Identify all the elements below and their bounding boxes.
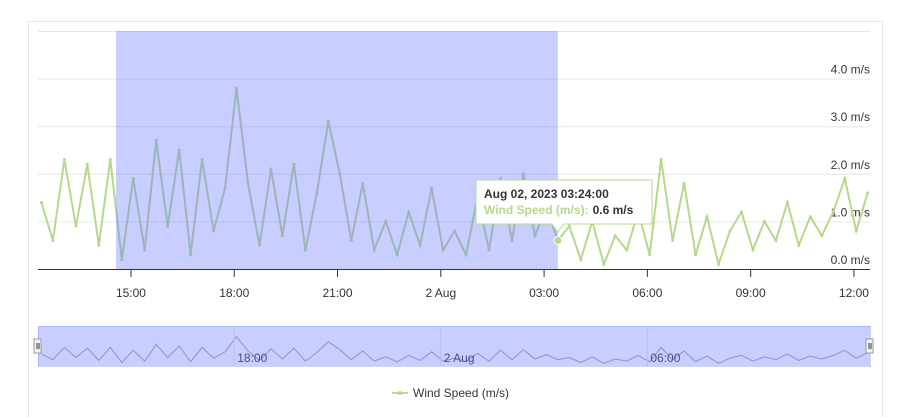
point [143, 248, 147, 252]
navigator-tick-label: 2 Aug [444, 351, 475, 365]
point [751, 248, 755, 252]
point [682, 181, 686, 185]
point [430, 186, 434, 190]
point [257, 243, 261, 247]
point [212, 229, 216, 233]
point [498, 177, 502, 181]
point [223, 186, 227, 190]
point [602, 262, 606, 266]
point [407, 210, 411, 214]
point [659, 158, 663, 162]
point [269, 167, 273, 171]
point [648, 253, 652, 257]
point [349, 238, 353, 242]
point [51, 238, 55, 242]
card [28, 21, 883, 417]
point [694, 253, 698, 257]
point [200, 158, 204, 162]
x-tick-label: 09:00 [736, 286, 766, 300]
point [717, 262, 721, 266]
legend-marker [398, 391, 402, 395]
point [785, 200, 789, 204]
point [120, 257, 124, 261]
point [166, 224, 170, 228]
point [280, 234, 284, 238]
point [521, 172, 525, 176]
point [567, 224, 571, 228]
point [39, 200, 43, 204]
y-tick-label: 4.0 m/s [831, 63, 870, 77]
point [338, 172, 342, 176]
point [395, 253, 399, 257]
tooltip-value: 0.6 m/s [593, 203, 634, 217]
point [854, 229, 858, 233]
point [728, 229, 732, 233]
point [154, 138, 158, 142]
point [739, 210, 743, 214]
point [613, 234, 617, 238]
point [108, 158, 112, 162]
x-tick-label: 03:00 [529, 286, 559, 300]
point [246, 181, 250, 185]
point [774, 238, 778, 242]
point [820, 234, 824, 238]
y-tick-label: 3.0 m/s [831, 110, 870, 124]
point [418, 243, 422, 247]
y-tick-label: 0.0 m/s [831, 253, 870, 267]
point [372, 248, 376, 252]
point [866, 191, 870, 195]
point [441, 248, 445, 252]
navigator-tick-label: 06:00 [650, 351, 680, 365]
point [843, 177, 847, 181]
x-tick-label: 21:00 [323, 286, 353, 300]
point [579, 257, 583, 261]
point [510, 238, 514, 242]
x-tick-label: 18:00 [219, 286, 249, 300]
x-tick-label: 12:00 [839, 286, 869, 300]
point [487, 248, 491, 252]
point [235, 86, 239, 90]
tooltip-box [475, 179, 653, 233]
point [671, 238, 675, 242]
point [464, 253, 468, 257]
point [292, 162, 296, 166]
point [74, 224, 78, 228]
tooltip-series-label: Wind Speed (m/s): [484, 203, 589, 217]
x-tick-label: 15:00 [116, 286, 146, 300]
navigator-line [41, 335, 868, 364]
point [85, 162, 89, 166]
point [533, 234, 537, 238]
point [762, 219, 766, 223]
tooltip-header: Aug 02, 2023 03:24:00 [484, 187, 609, 201]
point [97, 243, 101, 247]
legend-label: Wind Speed (m/s) [413, 386, 509, 400]
tooltip-row: Wind Speed (m/s): 0.6 m/s [484, 203, 634, 217]
point [189, 253, 193, 257]
point [326, 119, 330, 123]
point [831, 210, 835, 214]
point [808, 215, 812, 219]
point [384, 219, 388, 223]
point [62, 158, 66, 162]
hover-point [553, 235, 563, 245]
point [315, 191, 319, 195]
point [361, 181, 365, 185]
selection-band [116, 31, 558, 269]
navigator-mask [38, 326, 870, 366]
navigator-tick-label: 18:00 [237, 351, 267, 365]
point [705, 215, 709, 219]
x-tick-label: 06:00 [632, 286, 662, 300]
x-tick-label: 2 Aug [425, 286, 456, 300]
point [177, 148, 181, 152]
point [131, 177, 135, 181]
point [453, 229, 457, 233]
point [625, 248, 629, 252]
point [797, 243, 801, 247]
point [303, 248, 307, 252]
y-tick-label: 2.0 m/s [831, 158, 870, 172]
